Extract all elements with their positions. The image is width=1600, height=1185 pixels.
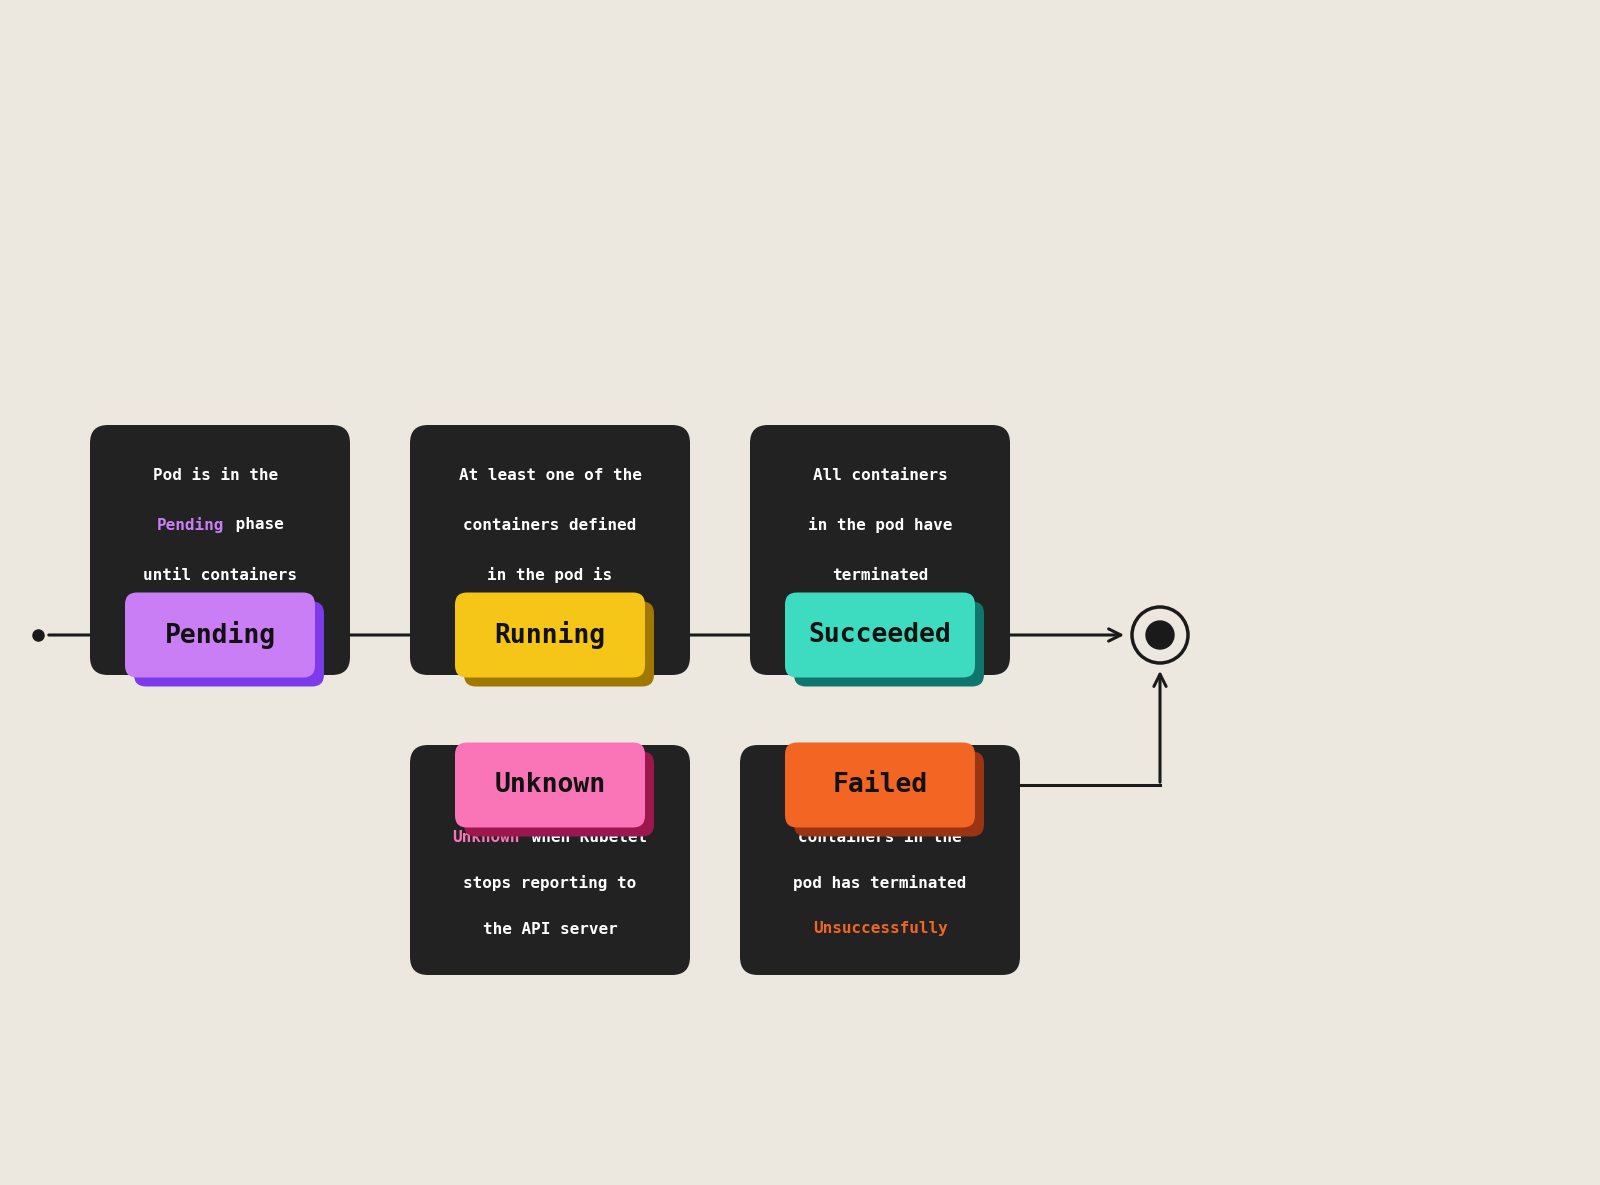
Text: Pending: Pending — [157, 517, 224, 533]
Polygon shape — [858, 547, 902, 675]
Text: are started: are started — [166, 617, 274, 633]
FancyBboxPatch shape — [410, 745, 690, 975]
FancyBboxPatch shape — [794, 602, 984, 686]
FancyBboxPatch shape — [90, 425, 350, 675]
Text: Failed: Failed — [832, 771, 928, 798]
Text: containers defined: containers defined — [464, 518, 637, 532]
FancyBboxPatch shape — [786, 743, 974, 827]
Text: in the pod is: in the pod is — [488, 566, 613, 583]
Text: when Kubelet: when Kubelet — [522, 830, 648, 845]
Text: phase: phase — [226, 518, 283, 532]
Text: terminated: terminated — [832, 568, 928, 583]
Text: Successfully: Successfully — [822, 617, 938, 633]
Text: until containers: until containers — [142, 568, 298, 583]
Polygon shape — [198, 547, 242, 675]
FancyBboxPatch shape — [134, 602, 323, 686]
Polygon shape — [528, 745, 573, 828]
FancyBboxPatch shape — [794, 751, 984, 837]
Text: Succeeded: Succeeded — [808, 622, 952, 648]
Text: pod has terminated: pod has terminated — [794, 875, 966, 891]
Text: Pod is in the: Pod is in the — [152, 468, 288, 482]
Polygon shape — [528, 547, 573, 675]
FancyBboxPatch shape — [464, 751, 654, 837]
Text: in the pod have: in the pod have — [808, 517, 952, 533]
Circle shape — [1146, 621, 1174, 649]
Text: Unsuccessfully: Unsuccessfully — [813, 922, 947, 936]
FancyBboxPatch shape — [750, 425, 1010, 675]
Text: The pod is shown as: The pod is shown as — [459, 783, 642, 799]
FancyBboxPatch shape — [786, 592, 974, 678]
FancyBboxPatch shape — [410, 425, 690, 675]
Text: Unknown: Unknown — [494, 771, 605, 798]
FancyBboxPatch shape — [464, 602, 654, 686]
Text: Unknown: Unknown — [451, 830, 520, 845]
Text: Running: Running — [555, 617, 624, 633]
Text: the API server: the API server — [483, 922, 618, 936]
Text: At least one of the: At least one of the — [459, 468, 642, 482]
Text: All containers: All containers — [813, 468, 947, 482]
Text: stops reporting to: stops reporting to — [464, 875, 637, 891]
Text: One or more: One or more — [827, 783, 933, 799]
Polygon shape — [858, 745, 902, 828]
FancyBboxPatch shape — [739, 745, 1021, 975]
FancyBboxPatch shape — [454, 592, 645, 678]
Text: Running: Running — [494, 621, 605, 649]
Text: Pending: Pending — [165, 621, 275, 649]
Text: containers in the: containers in the — [798, 830, 962, 845]
FancyBboxPatch shape — [125, 592, 315, 678]
FancyBboxPatch shape — [454, 743, 645, 827]
Text: (still): (still) — [477, 617, 554, 633]
